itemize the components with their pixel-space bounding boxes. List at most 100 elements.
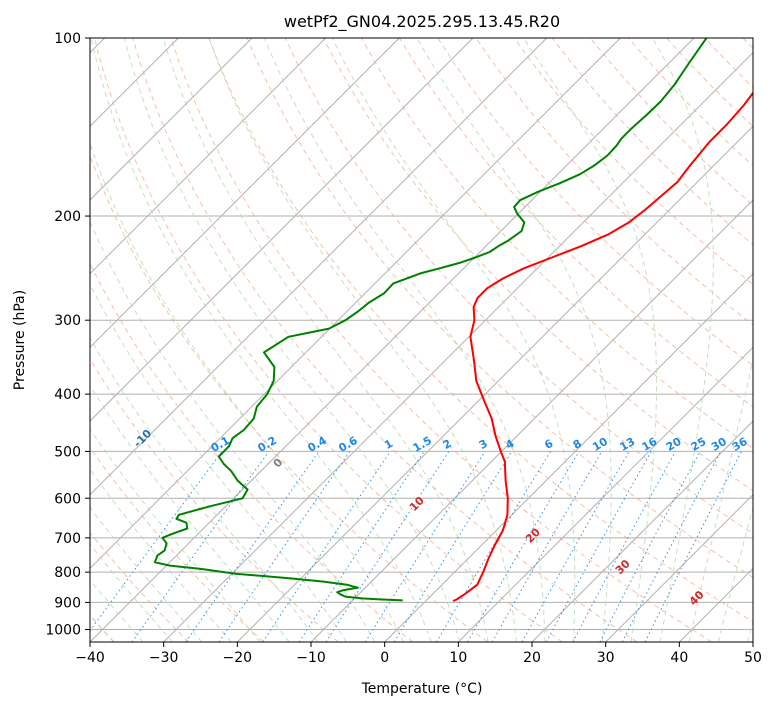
moist-adiabat-line [90,220,376,642]
moist-adiabat-line [162,38,489,642]
y-tick-label: 500 [54,444,81,460]
dry-adiabat-label: -10 [131,427,154,450]
moist-adiabat-line [263,38,546,642]
dry-adiabat-line [132,38,638,642]
isotherm-line [531,420,753,642]
dry-adiabat-line [704,38,753,88]
moist-adiabat-line [90,38,432,642]
mixing-ratio-line [185,451,320,642]
y-tick-label: 400 [54,387,81,403]
isotherm-line [752,641,753,642]
moist-adiabat-line [416,38,612,642]
y-tick-label: 1000 [45,622,81,638]
moist-adiabat-line [90,384,290,642]
moist-adiabat-line [123,38,461,642]
mixing-ratio-label: 2 [441,437,454,452]
mixing-ratio-line [90,451,223,632]
isotherm-line [163,51,753,642]
mixing-ratio-label: 6 [542,437,555,452]
moist-adiabat-lines [90,38,753,642]
isotherm-line [90,38,695,642]
temperature-line [452,91,753,602]
mixing-ratio-line [435,451,552,642]
dry-adiabat-line [90,357,339,642]
dry-adiabat-line [399,38,753,408]
chart-title: wetPf2_GN04.2025.295.13.45.R20 [284,12,560,32]
y-tick-label: 900 [54,595,81,611]
dry-adiabat-line [90,531,190,642]
y-axis-ticks: 100 200 300 400 500 600 700 800 900 1000 [45,31,90,638]
x-tick-label: 30 [597,650,615,666]
dry-adiabat-line [742,38,753,49]
y-tick-label: 700 [54,531,81,547]
dry-adiabat-line [90,446,264,642]
dry-adiabat-line [437,38,753,367]
mixing-ratio-line [393,451,513,642]
isotherm-line [90,38,400,349]
y-tick-label: 800 [54,565,81,581]
isotherm-line [457,346,753,642]
x-axis-label: Temperature (°C) [361,681,483,697]
pressure-grid [90,38,753,630]
dry-adiabat-line [589,38,753,206]
moist-adiabat-line [90,543,173,642]
dry-adiabat-line [90,154,488,642]
y-tick-label: 300 [54,313,81,329]
x-tick-label: 20 [523,650,541,666]
x-tick-label: 10 [449,650,467,666]
isotherm-line [90,38,253,201]
dewpoint-line [153,38,708,602]
y-tick-label: 600 [54,491,81,507]
dry-adiabat-line [90,262,414,642]
dry-adiabat-line [475,38,753,326]
isotherm-line [90,38,548,496]
mixing-ratio-line [131,451,270,642]
moist-adiabat-line [717,506,753,642]
moist-adiabat-line [208,38,517,642]
x-tick-label: −40 [75,650,105,666]
moist-adiabat-label: 30 [613,557,633,577]
moist-adiabat-line [331,38,576,642]
dry-adiabat-line [361,38,753,449]
moist-adiabat-line [90,428,261,642]
x-axis-ticks: −40 −30 −20 −10 0 10 20 30 40 50 [75,642,762,666]
mixing-ratio-label: 4 [503,437,516,452]
x-tick-label: 0 [380,650,389,666]
dry-adiabat-line [208,38,753,623]
moist-adiabat-line [90,468,232,642]
moist-adiabat-label: 40 [687,588,707,608]
isotherm-line [236,125,753,642]
moist-adiabat-line [90,337,319,642]
isotherm-lines [90,38,753,642]
mixing-ratio-line [644,451,742,642]
mixing-ratio-line [521,451,630,642]
isotherm-line [605,493,753,642]
mixing-ratio-label: 3 [477,437,490,452]
isotherm-line [90,38,621,570]
moist-adiabat-label: 10 [407,494,427,514]
moist-adiabat-line [90,142,404,642]
dry-adiabat-line [170,38,712,642]
x-tick-label: 50 [744,650,762,666]
x-tick-label: −20 [223,650,253,666]
mixing-ratio-line [364,451,486,642]
mixing-ratio-line [218,451,351,642]
mixing-ratio-line [325,451,450,642]
moist-adiabat-label: 20 [523,525,543,545]
isotherm-line [678,567,753,642]
isotherm-line [90,38,474,422]
mixing-ratio-line [467,451,580,642]
moist-adiabat-label: 0 [271,455,286,470]
sounding-series [153,38,753,602]
dry-adiabat-line [94,38,563,642]
mixing-ratio-line [599,451,701,642]
moist-adiabat-line [651,38,714,642]
x-tick-label: 40 [670,650,688,666]
moist-adiabat-line [90,579,144,642]
contour-labels: -100-90-80-70-60-50-40-30-20-100.10.20.4… [131,427,750,609]
moist-adiabat-line [747,619,753,642]
y-axis-label: Pressure (hPa) [12,290,28,390]
mixing-ratio-line [545,451,652,642]
moist-adiabat-line [522,38,658,642]
moist-adiabat-line [688,356,753,642]
